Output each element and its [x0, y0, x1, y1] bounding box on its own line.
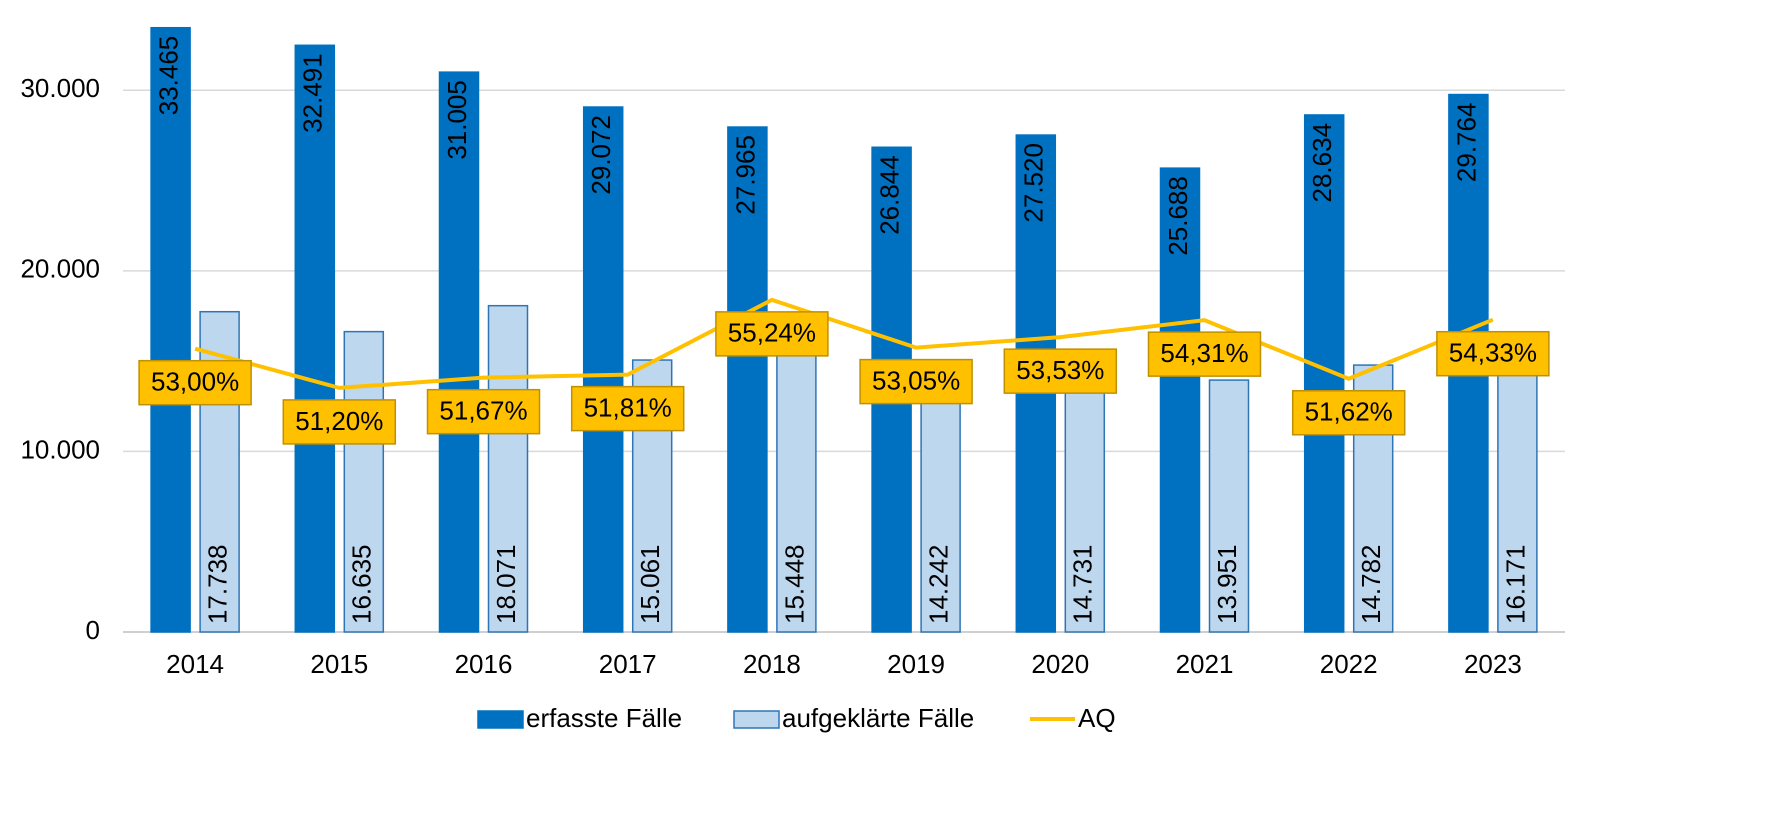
bar-value-label: 29.764	[1451, 103, 1481, 183]
line-value-label: 51,62%	[1305, 397, 1393, 427]
bar-value-label: 33.465	[153, 36, 183, 116]
legend-label: AQ	[1078, 703, 1116, 733]
legend-swatch	[733, 710, 780, 729]
line-value-label: 53,53%	[1016, 355, 1104, 385]
bar-value-label: 31.005	[442, 80, 472, 160]
bar	[150, 26, 191, 633]
bar-value-label: 13.951	[1212, 544, 1242, 624]
bar-value-label: 14.242	[923, 544, 953, 624]
x-tick-label: 2015	[310, 649, 368, 679]
bar-value-label: 28.634	[1307, 123, 1337, 203]
bar-value-label: 29.072	[586, 115, 616, 195]
line-label-box	[138, 359, 252, 406]
bar	[582, 106, 624, 633]
x-tick-label: 2023	[1464, 649, 1522, 679]
legend-label: erfasste Fälle	[526, 703, 682, 733]
line-value-label: 54,31%	[1160, 338, 1248, 368]
line-value-label: 51,20%	[295, 406, 383, 436]
line-value-label: 53,00%	[151, 367, 239, 397]
bar-value-label: 15.448	[779, 544, 809, 624]
legend-swatch	[477, 710, 524, 729]
bar-value-label: 27.965	[730, 135, 760, 215]
line-label-box	[1147, 331, 1262, 377]
x-tick-label: 2017	[599, 649, 657, 679]
bar-value-label: 14.782	[1356, 544, 1386, 624]
line-label-box	[1003, 348, 1118, 394]
line-label-box	[570, 385, 685, 432]
line-value-label: 51,67%	[439, 396, 527, 426]
bar-value-label: 16.635	[347, 544, 377, 624]
bar-value-label: 16.171	[1500, 544, 1530, 624]
bar-value-label: 17.738	[202, 544, 232, 624]
line-label-box	[1436, 330, 1550, 377]
bar	[1159, 167, 1201, 633]
bar	[438, 71, 480, 633]
bar-value-label: 14.731	[1068, 544, 1098, 624]
bar	[1064, 365, 1106, 633]
x-tick-label: 2019	[887, 649, 945, 679]
line-value-label: 54,33%	[1449, 338, 1537, 368]
bar	[1208, 379, 1250, 633]
x-tick-label: 2018	[743, 649, 801, 679]
line-value-label: 51,81%	[584, 392, 672, 422]
line-label-box	[859, 358, 973, 405]
line-value-label: 53,05%	[872, 365, 960, 395]
line-label-box	[715, 311, 829, 357]
line-label-box	[282, 399, 397, 445]
x-tick-label: 2016	[455, 649, 513, 679]
x-tick-label: 2020	[1031, 649, 1089, 679]
bar-value-label: 27.520	[1019, 143, 1049, 223]
bar-value-label: 25.688	[1163, 176, 1193, 256]
bar	[1497, 339, 1538, 633]
x-tick-label: 2022	[1320, 649, 1378, 679]
line-value-label: 55,24%	[728, 318, 816, 348]
bar-value-label: 32.491	[298, 53, 328, 133]
bar-value-label: 26.844	[874, 155, 904, 235]
bar	[487, 304, 529, 633]
y-tick-label: 0	[86, 615, 100, 645]
bar-value-label: 18.071	[491, 544, 521, 624]
y-tick-label: 10.000	[20, 434, 100, 464]
y-tick-label: 20.000	[20, 254, 100, 284]
legend-label: aufgeklärte Fälle	[782, 703, 974, 733]
bar	[343, 330, 385, 633]
x-tick-label: 2021	[1176, 649, 1234, 679]
bar	[294, 44, 336, 633]
line	[194, 297, 1494, 390]
bar-value-label: 15.061	[635, 544, 665, 624]
y-tick-label: 30.000	[20, 73, 100, 103]
line-label-box	[426, 388, 541, 435]
bar	[727, 126, 768, 633]
x-tick-label: 2014	[166, 649, 224, 679]
line-label-box	[1291, 390, 1406, 436]
bar	[920, 374, 961, 633]
